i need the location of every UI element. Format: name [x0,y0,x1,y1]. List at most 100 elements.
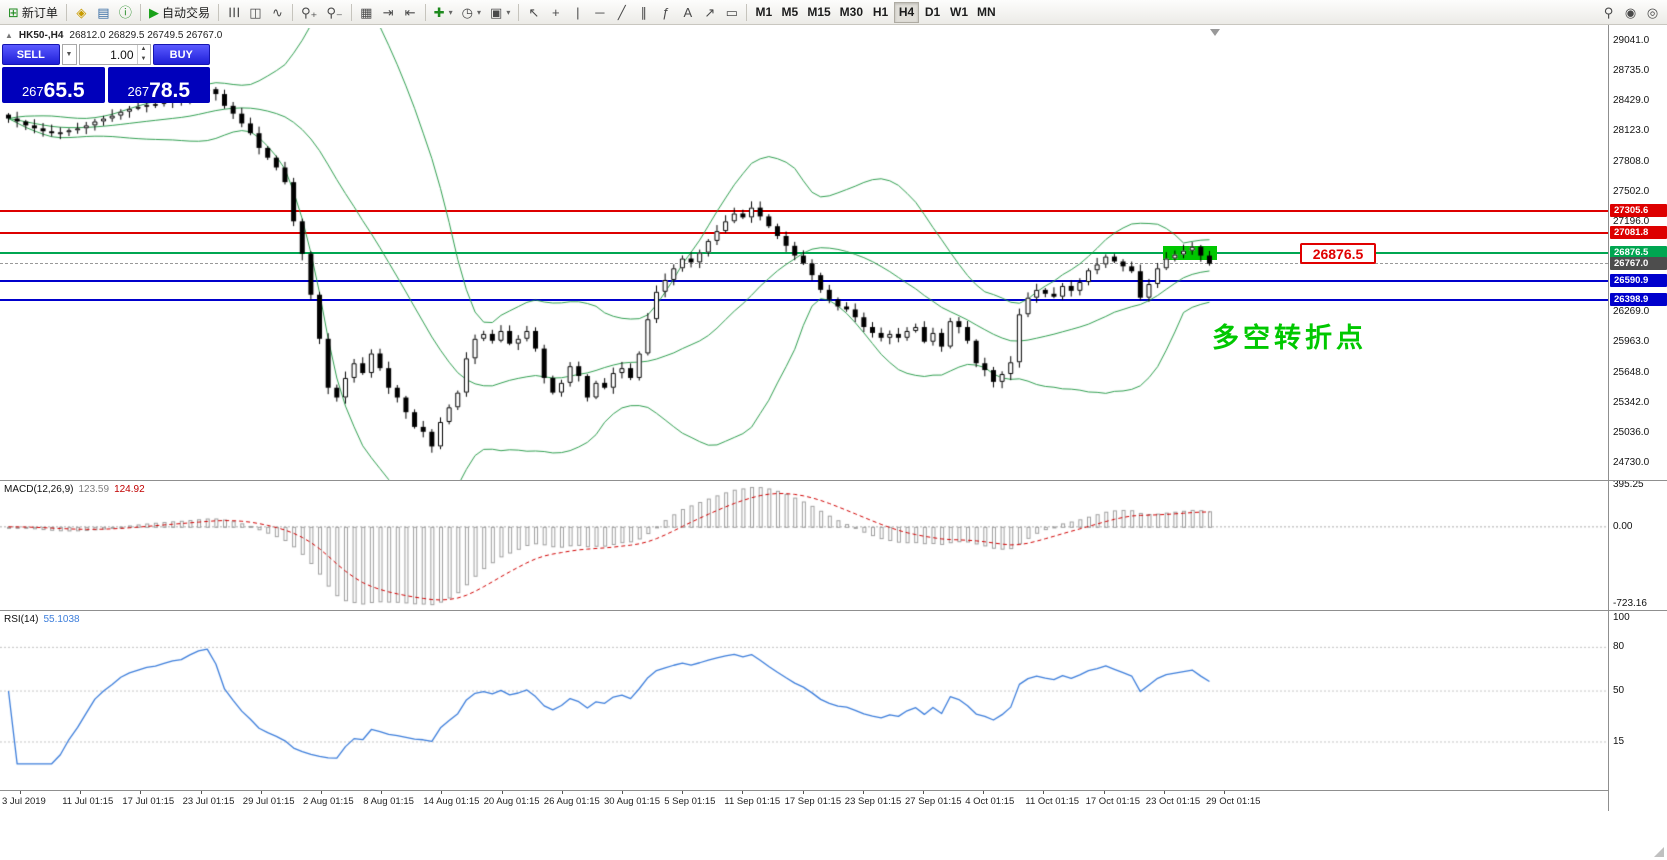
price-axis-label: 26269.0 [1613,306,1650,318]
tf-mn-button[interactable]: MN [973,2,1000,23]
time-axis-tick [1103,791,1105,794]
search-button[interactable]: ⚲ [1598,2,1619,23]
arrow-button[interactable]: ↗ [699,2,720,23]
toolbar-separator [350,3,352,21]
vertical-line-button[interactable]: | [567,2,588,23]
new-order-button[interactable]: ⊞ 新订单 [4,2,62,23]
price-callout[interactable]: 26876.5 [1300,242,1376,264]
tf-m5-button[interactable]: M5 [777,2,802,23]
macd-indicator-chart[interactable] [0,481,1608,610]
panel-separator[interactable] [0,610,1667,611]
sell-price[interactable]: 267 65.5 [2,67,105,103]
indicators-icon: ✚ [433,4,445,20]
tf-m1-button[interactable]: M1 [751,2,776,23]
time-axis-tick [260,791,262,794]
buy-price-big: 78.5 [149,79,191,102]
fibonacci-button[interactable]: ƒ [655,2,676,23]
buy-button[interactable]: BUY [152,44,210,65]
macd-name: MACD(12,26,9) [4,484,74,495]
rsi-axis-label: 50 [1613,685,1625,697]
resize-grip[interactable] [1654,847,1664,857]
time-axis-label: 3 Jul 2019 [2,796,46,807]
symbol-timeframe: HK50-,H4 [18,30,64,41]
tf-m15-button[interactable]: M15 [803,2,834,23]
periods-button[interactable]: ◷ ▾ [458,2,485,23]
time-axis-tick [321,791,322,794]
navigator-icon: ⓘ [118,4,132,20]
navigator-button[interactable]: ⓘ [115,2,136,23]
bar-chart-button[interactable]: ☰ [223,2,244,23]
zoom-in-button[interactable]: ⚲₊ [297,2,321,23]
tf-d1-button[interactable]: D1 [920,2,945,23]
tf-m30-button[interactable]: M30 [836,2,867,23]
text-button[interactable]: A [677,2,698,23]
time-axis-label: 23 Jul 01:15 [182,796,235,807]
rsi-label: RSI(14) 55.1038 [4,614,80,625]
help-icon: ◎ [1646,4,1659,20]
tile-windows-button[interactable]: ▦ [356,2,377,23]
data-window-button[interactable]: ▤ [93,2,114,23]
price-axis-label: 25648.0 [1613,367,1650,379]
line-chart-button[interactable]: ∿ [267,2,288,23]
chevron-down-icon: ▼ [65,51,73,58]
chart-shift-button[interactable]: ⇤ [400,2,421,23]
rsi-axis-label: 80 [1613,641,1625,653]
trendline-button[interactable]: ╱ [611,2,632,23]
templates-button[interactable]: ▣ ▾ [486,2,514,23]
tf-w1-button[interactable]: W1 [946,2,972,23]
crosshair-button[interactable]: + [545,2,566,23]
rsi-indicator-chart[interactable] [0,611,1608,790]
chart-shift-marker[interactable] [1210,29,1220,36]
tf-h4-button[interactable]: H4 [894,1,920,23]
trendline-icon: ╱ [617,4,626,20]
shapes-button[interactable]: ▭ [721,2,742,23]
tf-m5-button-label: M5 [781,5,799,19]
auto-scroll-button[interactable]: ⇥ [378,2,399,23]
time-axis-tick [441,791,443,794]
tf-h1-button[interactable]: H1 [868,2,893,23]
tf-h1-button-label: H1 [872,5,889,19]
macd-axis-label: 395.25 [1613,478,1644,490]
price-axis-label: 24730.0 [1613,457,1650,469]
price-tag: 26876.5 [1610,245,1667,259]
periods-icon: ◷ [461,4,473,20]
time-axis-tick [20,791,21,794]
turning-point-label[interactable]: 多空转折点 [1212,323,1367,353]
time-axis[interactable]: 3 Jul 2019 11 Jul 01:15 17 Jul 01:15 23 Jul… [0,790,1608,811]
horizontal-line-icon: ─ [595,4,605,20]
order-type-dropdown[interactable]: ▼ [61,44,77,65]
price-axis[interactable]: 29041.0 28735.0 28429.0 28123.0 27808.0 27502… [1608,25,1667,811]
community-icon: ◉ [1624,4,1637,20]
community-button[interactable]: ◉ [1620,2,1641,23]
volume-input[interactable]: 1.00 ▲ ▼ [78,44,151,65]
sell-price-main: 267 [21,84,44,99]
price-tag: 27081.8 [1610,225,1667,239]
time-axis-tick [501,791,503,794]
autotrading-button[interactable]: ▶ 自动交易 [145,2,214,23]
candlestick-chart-button[interactable]: ◫ [245,2,266,23]
time-axis-label: 17 Oct 01:15 [1085,796,1140,807]
chevron-down-icon: ▼ [140,55,147,62]
equidistant-channel-button[interactable]: ∥ [633,2,654,23]
indicators-button[interactable]: ✚ ▾ [430,2,457,23]
tf-m15-button-label: M15 [807,5,831,19]
panel-separator[interactable] [0,480,1667,481]
toolbar-separator [65,3,67,21]
volume-stepper[interactable]: ▲ ▼ [136,45,150,64]
help-button[interactable]: ◎ [1642,2,1663,23]
zoom-out-button[interactable]: ⚲₋ [322,2,346,23]
tile-windows-icon: ▦ [360,4,373,20]
toolbar-separator [746,3,748,21]
tf-w1-button-label: W1 [950,5,969,19]
time-axis-label: 17 Sep 01:15 [784,796,842,807]
buy-price[interactable]: 267 78.5 [107,67,210,103]
market-watch-button[interactable]: ◈ [71,2,92,23]
price-tag: 26590.9 [1610,273,1667,287]
sell-button[interactable]: SELL [2,44,60,65]
toolbar-separator [291,3,293,21]
cursor-button[interactable]: ↖ [523,2,544,23]
macd-value: 123.59 [78,484,110,495]
time-axis-label: 11 Oct 01:15 [1025,796,1080,807]
horizontal-line-button[interactable]: ─ [589,2,610,23]
templates-icon: ▣ [490,4,503,20]
